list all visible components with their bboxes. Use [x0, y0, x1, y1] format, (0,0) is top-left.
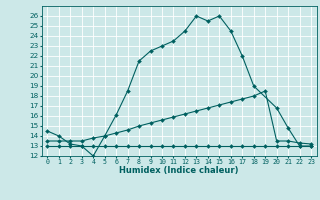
X-axis label: Humidex (Indice chaleur): Humidex (Indice chaleur) — [119, 166, 239, 175]
